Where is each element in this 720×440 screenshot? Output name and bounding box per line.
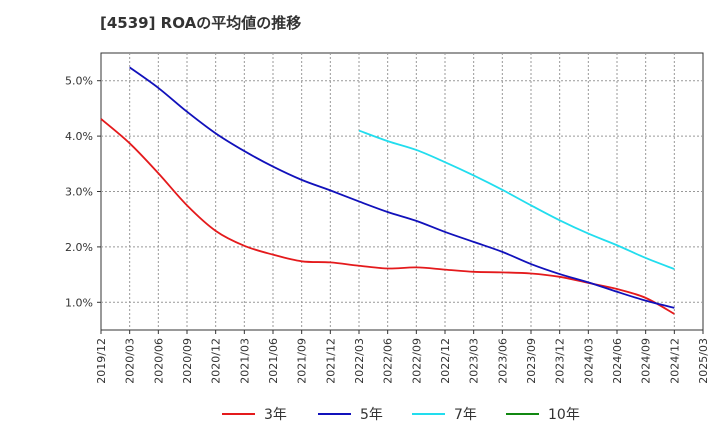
x-tick-label: 2022/03 bbox=[353, 338, 366, 384]
x-tick-label: 2023/03 bbox=[468, 338, 481, 384]
y-tick-label: 1.0% bbox=[65, 296, 93, 309]
x-tick-label: 2023/12 bbox=[554, 338, 567, 384]
y-axis-ticks: 1.0% 2.0% 3.0% 4.0% 5.0% bbox=[65, 75, 101, 309]
y-tick-label: 2.0% bbox=[65, 241, 93, 254]
x-tick-label: 2023/06 bbox=[496, 338, 509, 384]
legend-label-2: 5年 bbox=[360, 407, 383, 423]
x-tick-label: 2020/09 bbox=[181, 338, 194, 384]
series-line-2 bbox=[129, 66, 675, 309]
x-tick-label: 2023/09 bbox=[525, 338, 538, 384]
y-tick-label: 5.0% bbox=[65, 75, 93, 88]
series-lines bbox=[100, 66, 675, 315]
y-tick-label: 4.0% bbox=[65, 130, 93, 143]
x-tick-label: 2024/06 bbox=[611, 338, 624, 384]
legend-label-4: 10年 bbox=[548, 407, 580, 423]
x-tick-label: 2019/12 bbox=[95, 338, 108, 384]
x-tick-label: 2021/09 bbox=[296, 338, 309, 384]
x-tick-label: 2022/12 bbox=[439, 338, 452, 384]
x-tick-label: 2022/09 bbox=[410, 338, 423, 384]
x-tick-label: 2021/06 bbox=[267, 338, 280, 384]
x-tick-label: 2022/06 bbox=[382, 338, 395, 384]
x-axis-ticks: 2019/12 2020/03 2020/06 2020/09 2020/12 2021/… bbox=[95, 330, 710, 384]
gridlines bbox=[101, 53, 703, 330]
x-tick-label: 2024/12 bbox=[668, 338, 681, 384]
chart-title: [4539] ROAの平均値の推移 bbox=[100, 14, 302, 32]
x-tick-label: 2021/12 bbox=[324, 338, 337, 384]
x-tick-label: 2024/09 bbox=[640, 338, 653, 384]
x-tick-label: 2024/03 bbox=[582, 338, 595, 384]
x-tick-label: 2020/06 bbox=[152, 338, 165, 384]
legend-label-3: 7年 bbox=[454, 407, 477, 423]
x-tick-label: 2020/12 bbox=[210, 338, 223, 384]
y-tick-label: 3.0% bbox=[65, 186, 93, 199]
legend-label-1: 3年 bbox=[264, 407, 287, 423]
x-tick-label: 2021/03 bbox=[238, 338, 251, 384]
x-tick-label: 2020/03 bbox=[124, 338, 137, 384]
series-line-1 bbox=[100, 118, 675, 315]
x-tick-label: 2025/03 bbox=[697, 338, 710, 384]
legend: 3年 5年 7年 10年 bbox=[222, 407, 580, 423]
series-line-3 bbox=[358, 129, 675, 270]
